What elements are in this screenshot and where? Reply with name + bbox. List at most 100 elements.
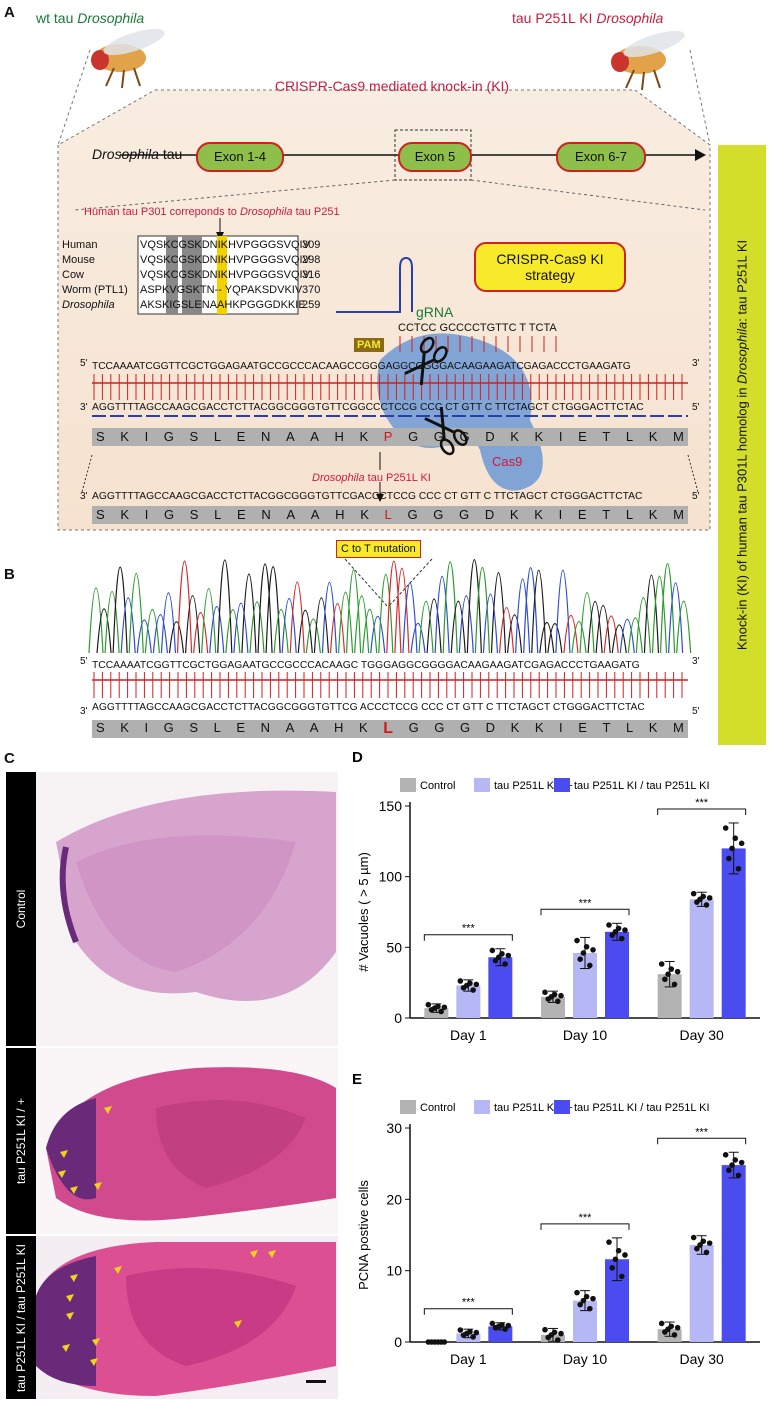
amino-acid: A — [310, 507, 320, 522]
amino-acid: E — [578, 429, 587, 444]
data-point — [551, 1329, 558, 1336]
data-point — [700, 1238, 707, 1245]
data-point — [473, 1329, 480, 1336]
row-label-text: tau P251L KI / tau P251L KI — [14, 1243, 28, 1392]
amino-acid: G — [434, 720, 445, 735]
amino-acid: G — [408, 429, 419, 444]
legend-label: tau P251L KI / + — [494, 780, 573, 792]
data-point — [542, 989, 548, 996]
alignment-positions: 309 298 316 370 259 — [302, 238, 320, 313]
human-note-italic: Drosophila — [239, 206, 293, 218]
data-point — [473, 981, 480, 988]
bar-tau-p251l-ki-tau-p251l-ki — [721, 1165, 746, 1342]
amino-acid: K — [534, 507, 543, 522]
row-label-hom: tau P251L KI / tau P251L KI — [6, 1236, 36, 1399]
data-point — [606, 922, 612, 928]
data-point — [729, 845, 735, 852]
data-point — [732, 1157, 739, 1163]
data-point — [489, 947, 496, 954]
amino-acid: M — [673, 429, 684, 444]
data-point — [438, 1008, 444, 1015]
scissors-icon-top — [404, 336, 448, 386]
data-point — [505, 1322, 512, 1329]
b-ladder — [92, 672, 688, 698]
data-point — [606, 1239, 612, 1245]
significance-label: *** — [579, 897, 593, 909]
amino-acid: E — [578, 720, 587, 735]
amino-acid: G — [459, 429, 470, 444]
amino-acid: D — [485, 720, 496, 735]
scale-bar — [306, 1380, 326, 1383]
species-name: Human — [62, 239, 98, 251]
b-strand-5-top: 5' — [80, 656, 88, 667]
x-tick-label: Day 10 — [563, 1027, 608, 1043]
amino-acid: T — [602, 507, 611, 522]
amino-acid: K — [648, 429, 658, 444]
legend-label: tau P251L KI / tau P251L KI — [574, 1102, 710, 1114]
amino-acid: G — [163, 429, 174, 444]
amino-acid: I — [558, 507, 563, 522]
row-label-text: tau P251L KI / + — [14, 1098, 28, 1184]
species-seq: ASPKVGSKTN-- YQPAKSDVKIV — [140, 284, 303, 296]
strand-3-ki: 3' — [80, 491, 88, 502]
exon-1-4: Exon 1-4 — [196, 142, 284, 172]
x-tick-label: Day 1 — [450, 1351, 487, 1367]
significance-label: *** — [462, 1297, 476, 1309]
amino-acid: I — [144, 507, 149, 522]
amino-acid: L — [213, 429, 222, 444]
dna-top-strand: TCCAAAATCGGTTCGCTGGAGAATGCCGCCCACAAGCCGG… — [92, 361, 631, 372]
data-point — [457, 978, 464, 984]
row-label-het: tau P251L KI / + — [6, 1048, 36, 1234]
data-point — [703, 902, 710, 908]
data-point — [658, 961, 665, 967]
data-point — [735, 865, 742, 872]
mutation-label: C to T mutation — [336, 540, 421, 558]
ki-fly-icon — [611, 30, 685, 91]
data-point — [435, 1003, 441, 1010]
alignment-sequences: VQSKCGSKDNIKHVPGGGSVQIV VQSKCGSKDNIKHVPG… — [140, 238, 310, 313]
data-point — [622, 927, 628, 933]
significance-bracket — [540, 1223, 630, 1230]
species-name: Cow — [62, 269, 85, 281]
human-note-pre: Human tau P301 correponds to — [84, 206, 240, 218]
amino-acid: S — [96, 429, 105, 444]
data-point — [735, 1172, 742, 1179]
significance-label: *** — [695, 1126, 709, 1138]
data-point — [668, 966, 675, 972]
b-dna-top: TCCAAAATCGGTTCGCTGGAGAATGCCGCCCACAAGC TG… — [92, 660, 640, 671]
data-point — [706, 895, 713, 901]
amino-acid: G — [163, 720, 174, 735]
amino-acid: G — [459, 507, 470, 522]
gene-label-italic: Drosophila — [92, 146, 159, 162]
significance-bracket — [657, 808, 747, 815]
data-point — [467, 980, 473, 987]
x-tick-label: Day 10 — [563, 1351, 608, 1367]
amino-acid: H — [334, 720, 344, 735]
data-point — [609, 1265, 615, 1271]
amino-acid: K — [534, 720, 544, 735]
data-point — [441, 1339, 448, 1345]
significance-bracket — [423, 1308, 513, 1315]
data-point — [622, 1252, 628, 1258]
strategy-box: CRISPR-Cas9 KI strategy — [474, 242, 626, 292]
species-pos: 298 — [302, 254, 321, 266]
x-tick-label: Day 1 — [450, 1027, 487, 1043]
amino-acid: M — [673, 507, 684, 522]
amino-acid: T — [602, 720, 611, 735]
data-point — [441, 1004, 448, 1011]
data-point — [738, 840, 745, 847]
data-point — [690, 890, 697, 897]
amino-acid: L — [384, 507, 392, 522]
zoom-background — [57, 89, 711, 531]
cas9-label: Cas9 — [492, 454, 523, 469]
gene-label: Drosophila tau — [92, 146, 182, 162]
amino-acid: K — [648, 507, 658, 522]
scissors-icon-bottom — [424, 406, 468, 456]
human-note-post: tau P251 — [292, 206, 340, 218]
amino-acid: P — [383, 429, 393, 444]
data-point — [668, 1323, 675, 1330]
data-point — [729, 1162, 735, 1168]
amino-acid: L — [214, 507, 222, 522]
wt-fly-icon — [91, 28, 165, 89]
